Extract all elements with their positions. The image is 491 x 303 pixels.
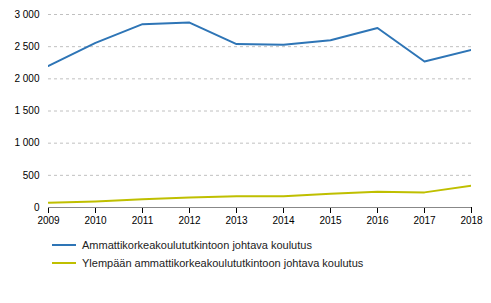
svg-text:1 500: 1 500 bbox=[14, 105, 39, 116]
html-text:Ammattikorkeakoulututkintoon j: Ammattikorkeakoulututkintoon johtava kou… bbox=[82, 239, 312, 251]
svg-text:2015: 2015 bbox=[319, 215, 342, 226]
svg-text:2011: 2011 bbox=[132, 215, 154, 226]
svg-text:2014: 2014 bbox=[272, 215, 295, 226]
svg-text:2012: 2012 bbox=[178, 215, 201, 226]
svg-text:2016: 2016 bbox=[366, 215, 389, 226]
svg-text:2009: 2009 bbox=[37, 215, 60, 226]
svg-text:0: 0 bbox=[34, 202, 40, 213]
svg-text:2018: 2018 bbox=[460, 215, 483, 226]
svg-text:2 000: 2 000 bbox=[14, 73, 39, 84]
svg-text:500: 500 bbox=[23, 170, 40, 181]
svg-text:2013: 2013 bbox=[225, 215, 248, 226]
svg-text:2017: 2017 bbox=[413, 215, 436, 226]
svg-text:3 000: 3 000 bbox=[14, 9, 39, 20]
svg-text:2010: 2010 bbox=[84, 215, 107, 226]
html-text:Ylempään ammattikorkeakoulutut: Ylempään ammattikorkeakoulututkintoon jo… bbox=[82, 257, 364, 269]
svg-text:2 500: 2 500 bbox=[14, 41, 39, 52]
svg-text:1 000: 1 000 bbox=[14, 137, 39, 148]
